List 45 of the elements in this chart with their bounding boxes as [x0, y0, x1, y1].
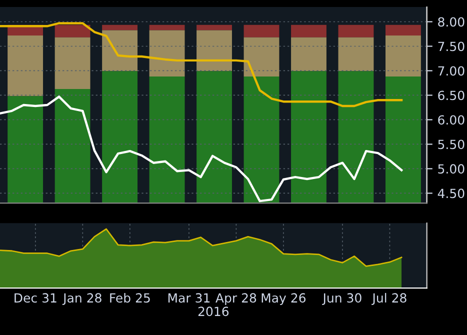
bar	[196, 24, 232, 30]
bar	[291, 71, 326, 204]
y-tick-label: 4.50	[438, 188, 464, 198]
x-tick-label: Dec 31	[14, 293, 56, 303]
bar	[149, 76, 185, 204]
bar	[102, 30, 138, 72]
y-tick-label: 6.50	[438, 90, 464, 100]
y-tick-label: 7.50	[438, 42, 464, 52]
bar	[8, 96, 44, 204]
bar	[338, 37, 374, 72]
bar	[386, 24, 421, 36]
bar	[244, 37, 280, 77]
x-tick-label: Jul 28	[372, 292, 406, 305]
y-tick-label: 8.00	[438, 17, 464, 27]
y-tick-label: 6.00	[438, 115, 464, 125]
y-tick-label: 5.50	[438, 140, 464, 150]
x-axis-title: 2016	[198, 306, 229, 316]
bar	[291, 24, 326, 38]
bar	[8, 36, 44, 96]
x-tick-label: Mar 31	[168, 293, 210, 303]
x-tick-label: Jun 30	[322, 293, 362, 305]
bar	[102, 24, 138, 30]
bar	[338, 71, 374, 204]
bar	[196, 30, 232, 72]
line-series	[0, 96, 403, 202]
x-tick-label: Feb 25	[110, 292, 150, 303]
x-tick-label: Apr 28	[216, 293, 256, 306]
bar	[102, 71, 138, 204]
bar	[54, 37, 90, 89]
bar	[244, 24, 280, 38]
bar	[386, 36, 421, 77]
bar	[54, 24, 90, 38]
bar	[149, 24, 185, 30]
bar	[386, 76, 421, 204]
bar	[338, 24, 374, 38]
bar	[291, 37, 326, 72]
x-tick-label: Jan 28	[62, 293, 102, 305]
line-series	[0, 22, 403, 108]
bar	[54, 88, 90, 204]
bar	[149, 30, 185, 77]
bar	[196, 71, 232, 204]
y-tick-label: 7.00	[438, 66, 464, 76]
x-tick-label: May 26	[262, 293, 306, 306]
bar	[244, 76, 280, 204]
y-tick-label: 5.00	[438, 164, 464, 174]
